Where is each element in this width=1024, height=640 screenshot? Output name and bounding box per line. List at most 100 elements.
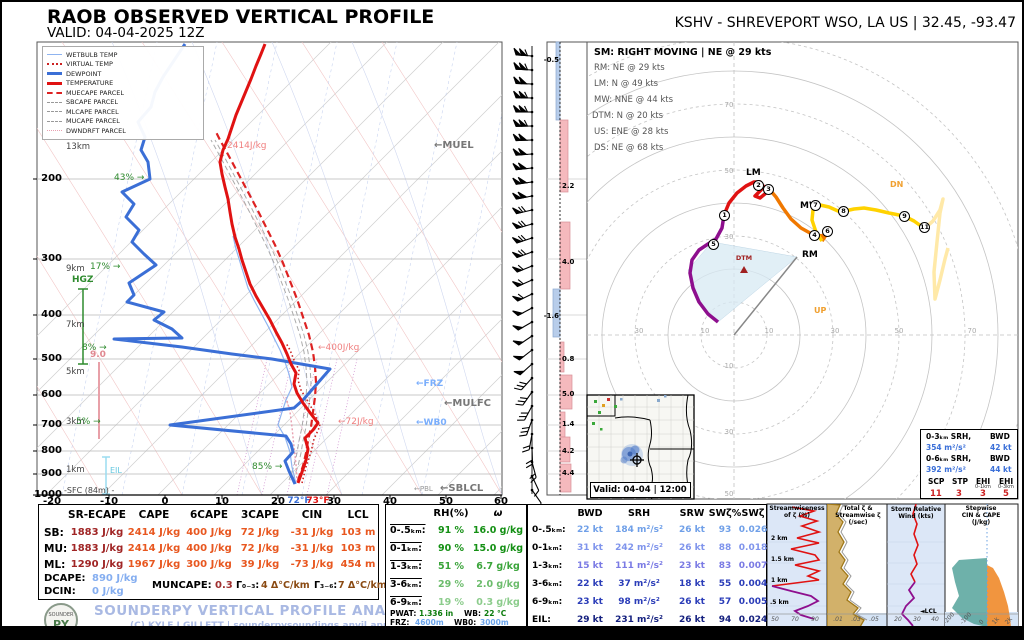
lapse-bar-panel	[546, 41, 588, 496]
km-marker: 4	[809, 230, 820, 241]
omega-value: 2.0 g/kg	[476, 579, 520, 590]
rm-vector	[733, 256, 798, 336]
bwd-header: BWD	[577, 508, 603, 519]
srw-header: SRW	[679, 508, 705, 519]
ring-label: 30	[634, 327, 644, 335]
legend-item: MLCAPE PARCEL	[47, 107, 199, 117]
rh-annotation: 5% →	[76, 417, 101, 427]
mu-cape: 2414 J/kg	[127, 543, 181, 554]
cape400-annotation: ←400J/kg	[318, 343, 360, 353]
layer-label: 0-.5ₖₘ:	[390, 525, 426, 536]
srh-6km-value: 392 m²/s²	[926, 465, 966, 474]
pressure-label: 1000	[34, 489, 62, 500]
layer-label: 0-1ₖₘ:	[532, 543, 563, 553]
pressure-label: 300	[41, 253, 62, 264]
moisture-table-box	[385, 504, 527, 627]
legend-item: MUECAPE PARCEL	[47, 88, 199, 98]
srh-3km-value: 354 m²/s²	[926, 443, 966, 452]
sb-cape: 2414 J/kg	[127, 527, 181, 538]
mixing-ratio-lines	[236, 358, 358, 495]
pressure-label: 800	[41, 445, 62, 456]
omega-value: 0.3 g/kg	[476, 597, 520, 608]
swzpct-value: 94	[718, 615, 732, 625]
km-marker: 1	[719, 210, 730, 221]
height-label: 2 km	[771, 535, 788, 542]
rh-annotation: 85% →	[252, 462, 283, 472]
bwd-value: 22 kt	[577, 579, 603, 589]
legend-label: DWNDRFT PARCEL	[66, 126, 126, 135]
swz-value: 0.018	[738, 543, 768, 553]
rh-annotation: 43% →	[114, 173, 145, 183]
rh-header: RH(%)	[433, 508, 469, 519]
swz-value: 0.005	[738, 597, 768, 607]
rh-value: 19 %	[437, 597, 465, 608]
pwat-label: PWAT:	[390, 609, 417, 618]
pbl-annotation: ←PBL	[414, 485, 433, 493]
panel-c-subtitle: Wind (kts)	[898, 513, 934, 520]
thermo-header: LCL	[347, 509, 369, 521]
pressure-label: 400	[41, 309, 62, 320]
valid-time: VALID: 04-04-2025 12Z	[47, 25, 205, 41]
map-inset	[586, 394, 695, 500]
srw-value: 26 kt	[679, 525, 705, 535]
height-label: 1km	[66, 465, 85, 475]
virtual-temp-line	[285, 342, 321, 484]
legend-label: DEWPOINT	[66, 69, 102, 78]
srh-value: 242 m²/s²	[615, 543, 663, 553]
swz-header: SWζ	[741, 508, 765, 519]
km-marker: 11	[919, 222, 930, 233]
mu-3cape: 72 J/kg	[240, 543, 280, 554]
frz-annotation: ←FRZ	[416, 379, 444, 389]
temperature-line	[218, 43, 320, 484]
km-marker: 7	[810, 200, 821, 211]
wetbulb-line-sample	[47, 54, 62, 56]
x-tick: 70	[791, 616, 799, 623]
storm-motion: US: ENE @ 28 kts	[594, 127, 669, 137]
legend-item: VIRTUAL TEMP	[47, 60, 199, 70]
srw-value: 26 kt	[679, 615, 705, 625]
omega-value: 6.7 g/kg	[476, 561, 520, 572]
srw-value: 26 kt	[679, 597, 705, 607]
wb-label: WB:	[464, 609, 481, 618]
rh-value: 29 %	[437, 579, 465, 590]
height-label: .5 km	[770, 599, 789, 606]
bwd-value: 31 kt	[577, 543, 603, 553]
gamma03-label: Γ₀₋₃:	[236, 580, 260, 591]
ring-label: 50	[724, 490, 734, 498]
swz-value: 0.004	[738, 579, 768, 589]
layer-label: EIL:	[532, 615, 551, 625]
rh-value: 90 %	[437, 543, 465, 554]
temp-tick: 30	[327, 496, 341, 507]
layer-label: 0-1ₖₘ:	[390, 543, 422, 554]
rh-value: 91 %	[437, 525, 465, 536]
bwd-6km-value: 44 kt	[990, 465, 1012, 474]
panel-a-title: Streamwiseness	[769, 505, 825, 512]
cape72-annotation: ←72J/kg	[338, 417, 374, 427]
ehi3-header: EHI	[999, 477, 1014, 486]
km-marker: 3	[763, 184, 774, 195]
thermo-header: 6CAPE	[189, 509, 229, 521]
pressure-label: 900	[41, 468, 62, 479]
omega-value: 15.0 g/kg	[472, 543, 524, 554]
storm-motion: MW: NNE @ 44 kts	[594, 95, 673, 105]
up-label: UP	[814, 306, 827, 315]
virtual-temp-line-sample	[47, 63, 62, 66]
state-borders	[587, 395, 694, 499]
thermo-header: 3CAPE	[240, 509, 280, 521]
ml-6cape: 300 J/kg	[186, 559, 232, 570]
km-marker: 5	[708, 239, 719, 250]
srh-header: SRH	[627, 508, 651, 519]
skewt-plot	[33, 41, 503, 499]
station-title: KSHV - SHREVEPORT WSO, LA US | 32.45, -9…	[674, 15, 1016, 31]
legend-item: DWNDRFT PARCEL	[47, 126, 199, 136]
x-tick: 30	[913, 616, 921, 623]
lapse-value: 0.8	[562, 355, 575, 363]
wb0-label: WB0:	[454, 618, 477, 627]
dtm-marker	[740, 266, 748, 273]
mulfc-annotation: ←MULFC	[444, 398, 491, 409]
rm-label: RM	[802, 250, 818, 260]
layer-label: 1-3ₖₘ:	[532, 561, 563, 571]
legend-label: MUECAPE PARCEL	[66, 88, 124, 97]
x-tick: 40	[931, 616, 939, 623]
panel-d-units: (J/kg)	[971, 519, 991, 526]
